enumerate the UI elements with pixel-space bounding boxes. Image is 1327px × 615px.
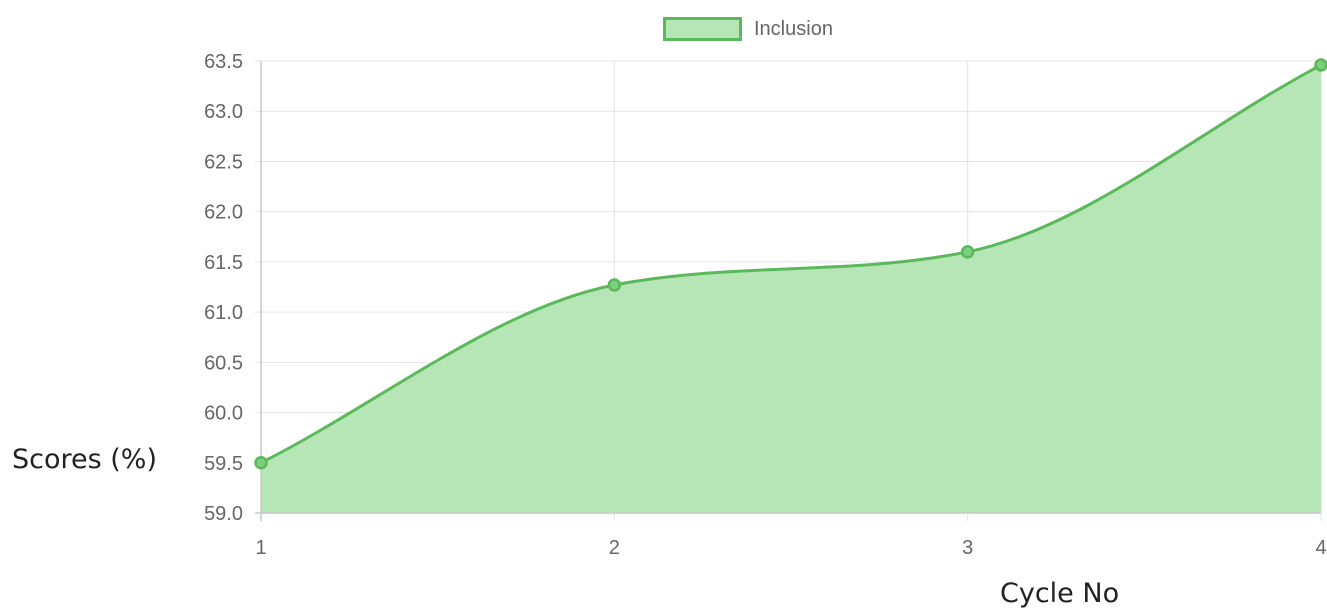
y-tick-label: 62.5 [204, 151, 243, 173]
series-line-inclusion [260, 63, 1322, 465]
data-points [254, 58, 1327, 470]
x-axis-title: Cycle No [1000, 578, 1120, 609]
y-tick-label: 61.0 [204, 302, 243, 324]
data-point [254, 456, 268, 470]
area-layer [260, 63, 1322, 514]
x-tick-label: 3 [962, 537, 973, 559]
y-tick-label: 59.0 [204, 503, 243, 525]
y-tick-label: 63.0 [204, 101, 243, 123]
y-tick-label: 60.0 [204, 403, 243, 425]
y-tick-label: 61.5 [204, 252, 243, 274]
legend[interactable]: Inclusion [663, 14, 833, 44]
legend-label-inclusion: Inclusion [754, 17, 833, 40]
x-tick-label: 2 [609, 537, 620, 559]
data-point [960, 245, 975, 259]
y-tick-label: 63.5 [204, 51, 243, 73]
y-tick-label: 62.0 [204, 202, 243, 224]
legend-swatch-inclusion [663, 17, 742, 41]
x-tick-label: 1 [255, 537, 266, 559]
area-fill-inclusion [261, 65, 1321, 514]
data-point [607, 278, 622, 292]
tick-labels: 59.0 59.5 60.0 60.5 61.0 61.5 62.0 62.5 63.0 63.5… [204, 51, 1327, 559]
y-tick-label: 60.5 [204, 352, 243, 374]
y-axis-title: Scores (%) [12, 444, 157, 475]
y-tick-label: 59.5 [204, 453, 243, 475]
x-tick-label: 4 [1315, 537, 1326, 559]
axes [255, 61, 1321, 521]
data-point [1314, 58, 1327, 72]
